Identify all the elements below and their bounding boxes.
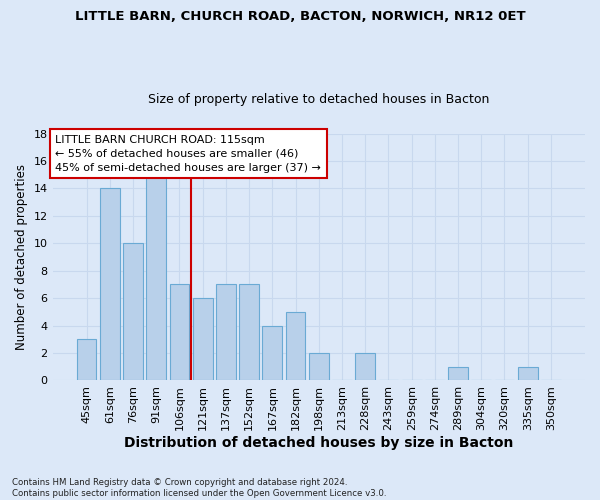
- Text: Contains HM Land Registry data © Crown copyright and database right 2024.
Contai: Contains HM Land Registry data © Crown c…: [12, 478, 386, 498]
- Title: Size of property relative to detached houses in Bacton: Size of property relative to detached ho…: [148, 93, 490, 106]
- Bar: [170, 284, 190, 380]
- Bar: [355, 353, 375, 380]
- Bar: [518, 366, 538, 380]
- Text: LITTLE BARN, CHURCH ROAD, BACTON, NORWICH, NR12 0ET: LITTLE BARN, CHURCH ROAD, BACTON, NORWIC…: [74, 10, 526, 23]
- Bar: [77, 340, 97, 380]
- Bar: [286, 312, 305, 380]
- Bar: [448, 366, 468, 380]
- Bar: [216, 284, 236, 380]
- Bar: [239, 284, 259, 380]
- Text: LITTLE BARN CHURCH ROAD: 115sqm
← 55% of detached houses are smaller (46)
45% of: LITTLE BARN CHURCH ROAD: 115sqm ← 55% of…: [55, 135, 321, 173]
- Y-axis label: Number of detached properties: Number of detached properties: [15, 164, 28, 350]
- Bar: [193, 298, 212, 380]
- Bar: [100, 188, 119, 380]
- Bar: [123, 244, 143, 380]
- Bar: [309, 353, 329, 380]
- Bar: [146, 174, 166, 380]
- X-axis label: Distribution of detached houses by size in Bacton: Distribution of detached houses by size …: [124, 436, 514, 450]
- Bar: [262, 326, 282, 380]
